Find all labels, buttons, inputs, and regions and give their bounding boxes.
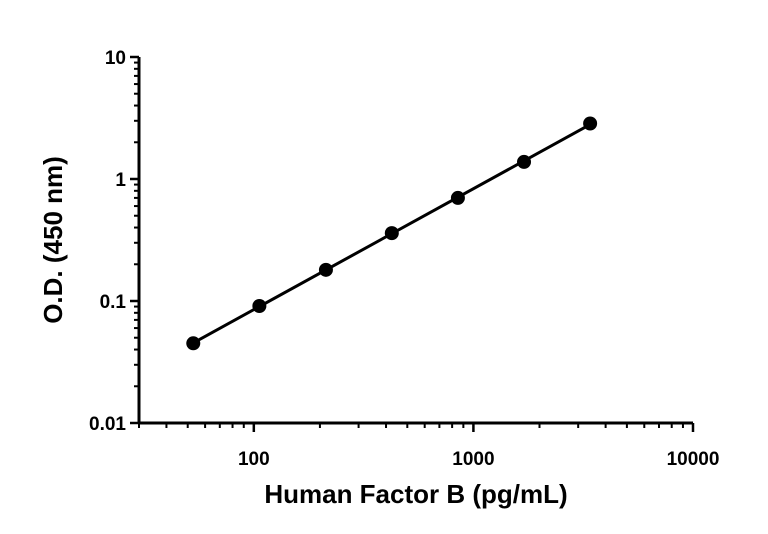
x-tick-label: 100: [238, 449, 270, 470]
data-points: [186, 116, 598, 351]
data-point: [186, 336, 201, 351]
x-tick-label: 1000: [452, 449, 494, 470]
data-point: [517, 154, 532, 169]
y-tick-label: 0.1: [100, 292, 127, 313]
y-tick-label: 0.01: [89, 414, 126, 435]
y-axis-title: O.D. (450 nm): [38, 156, 68, 324]
x-axis-title: Human Factor B (pg/mL): [264, 479, 567, 509]
ticks: 0.01 0.1 1 10 100 1000 10000: [89, 48, 719, 470]
y-tick-label: 1: [115, 170, 126, 191]
data-point: [318, 262, 333, 277]
data-point: [583, 116, 598, 131]
x-tick-label: 10000: [667, 449, 720, 470]
y-tick-label: 10: [105, 48, 126, 69]
data-point: [384, 226, 399, 241]
data-point: [450, 190, 465, 205]
data-point: [252, 298, 267, 313]
axes: [137, 57, 693, 425]
